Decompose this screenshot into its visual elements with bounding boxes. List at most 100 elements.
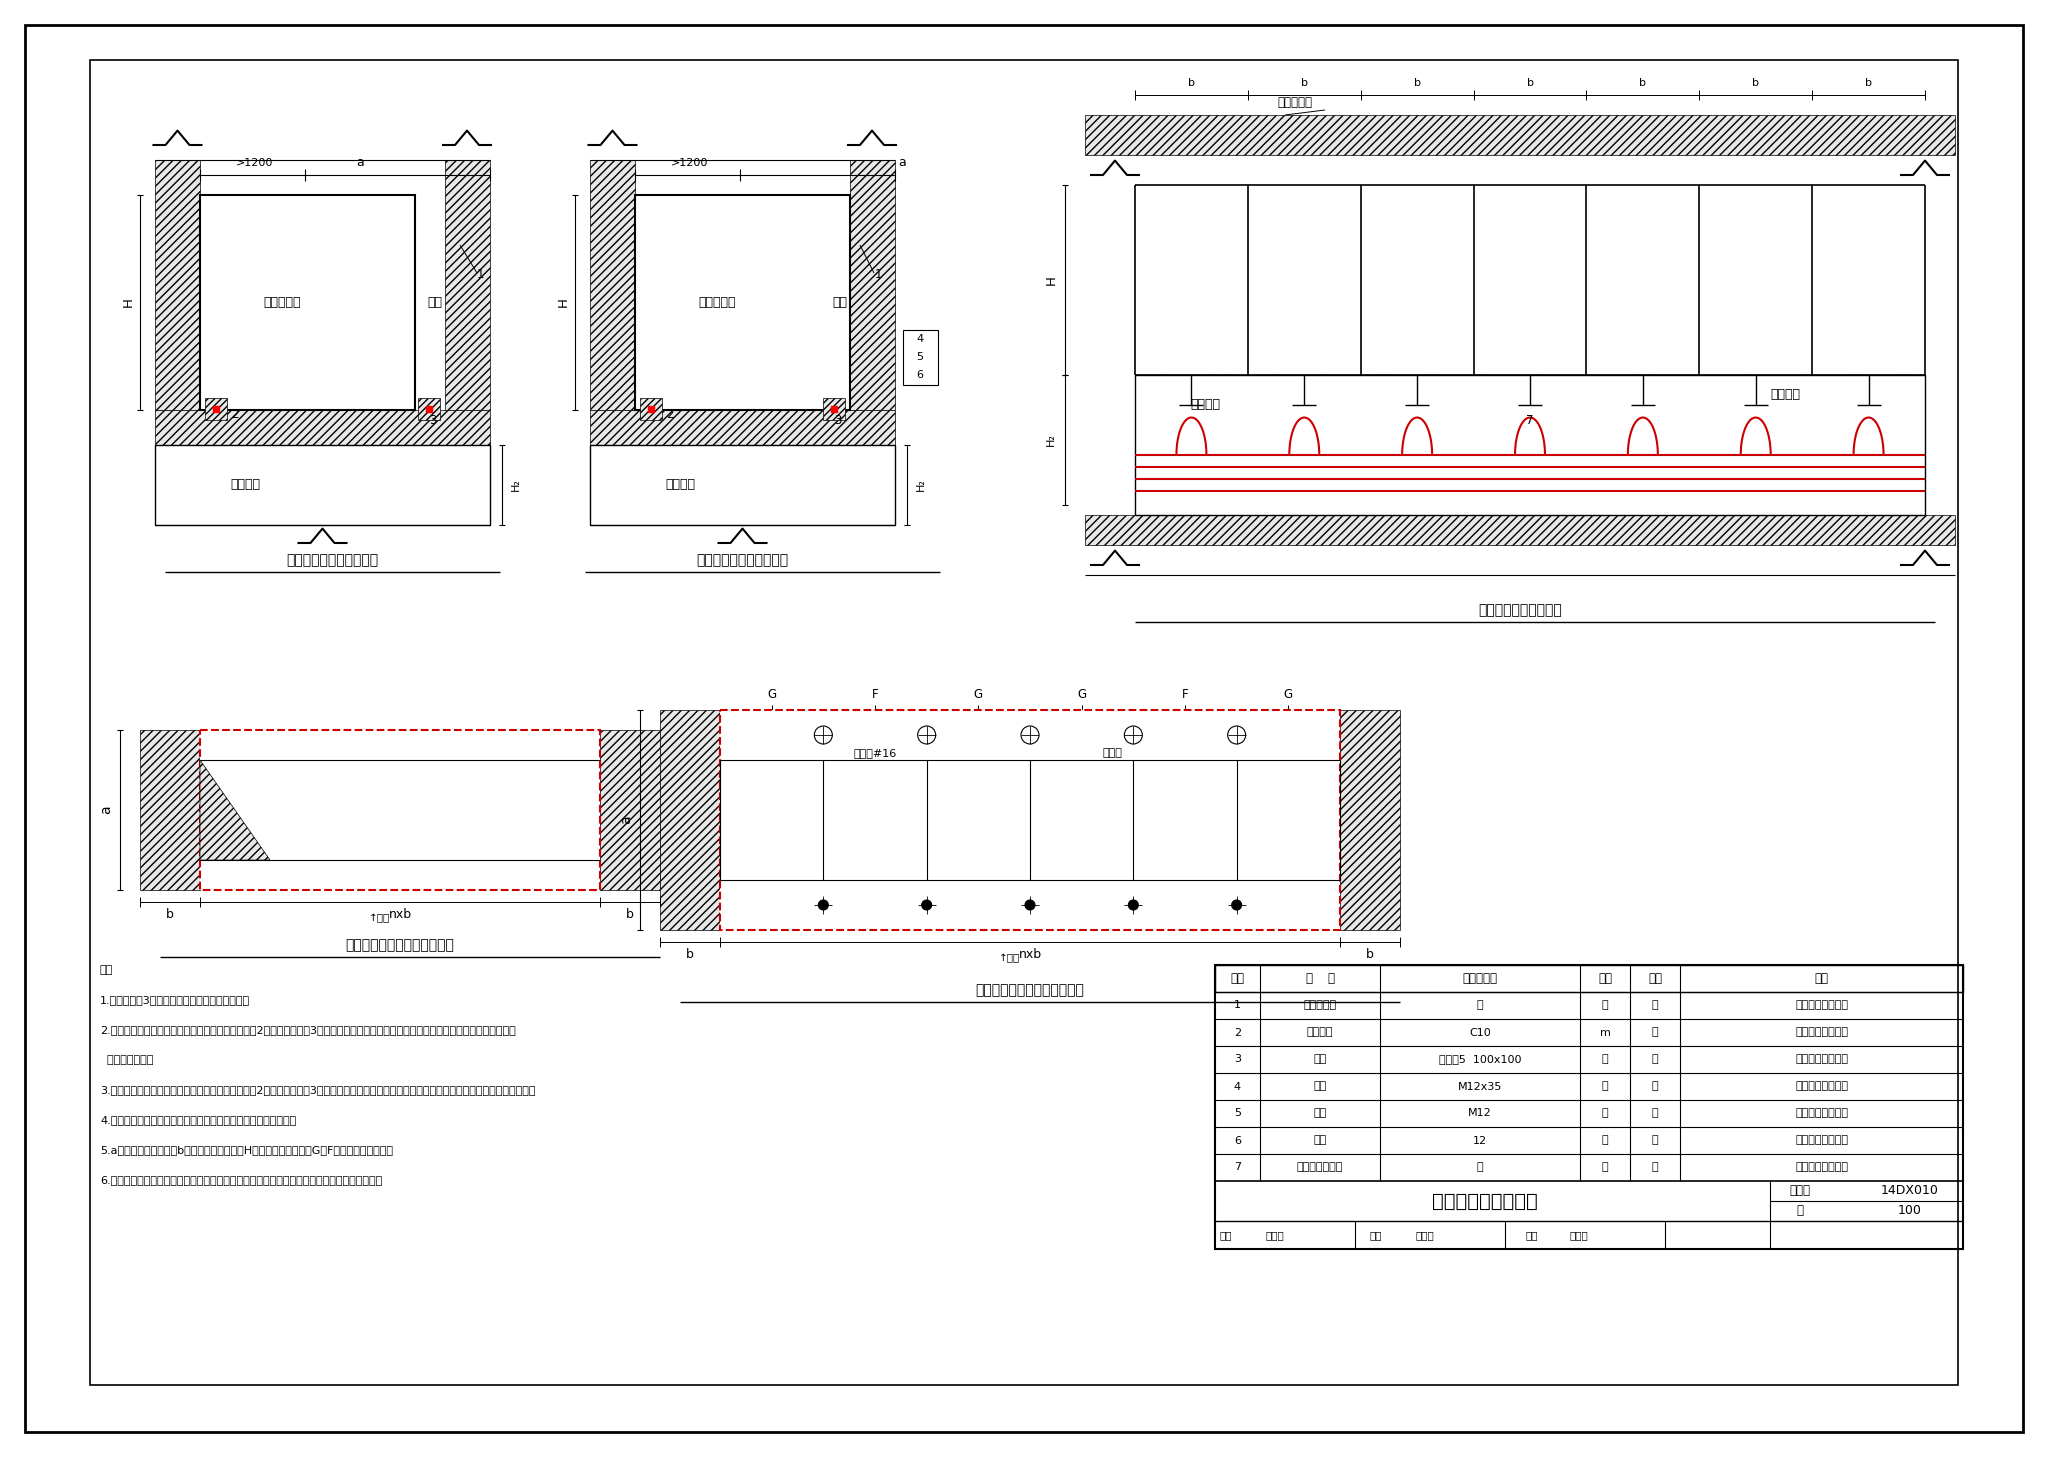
Bar <box>1339 710 1401 930</box>
Text: 2: 2 <box>1235 1027 1241 1037</box>
Text: 断续焊接固定。: 断续焊接固定。 <box>100 1055 154 1065</box>
Text: －: － <box>1651 1027 1659 1037</box>
Text: 底座槽钢: 底座槽钢 <box>1307 1027 1333 1037</box>
Text: a: a <box>356 156 365 169</box>
Circle shape <box>1024 900 1034 911</box>
Text: 2: 2 <box>231 408 240 421</box>
Bar <box>1214 965 1962 992</box>
Text: 备注: 备注 <box>1815 972 1829 985</box>
Text: 3: 3 <box>1235 1055 1241 1065</box>
Text: 型号及规格: 型号及规格 <box>1462 972 1497 985</box>
Text: F: F <box>1182 689 1188 701</box>
Text: b: b <box>627 909 635 921</box>
Text: 具体工程设计确定: 具体工程设计确定 <box>1794 1027 1847 1037</box>
Bar <box>850 160 895 409</box>
Text: 4: 4 <box>1235 1081 1241 1091</box>
Text: 个: 个 <box>1602 1081 1608 1091</box>
Text: H₂: H₂ <box>1047 434 1057 446</box>
Text: 编号: 编号 <box>1231 972 1245 985</box>
Bar <box>600 730 659 890</box>
Text: －: － <box>1651 1135 1659 1145</box>
Text: 低压配电柜固定方式: 低压配电柜固定方式 <box>1432 1192 1538 1211</box>
Text: 页: 页 <box>1796 1205 1804 1218</box>
Text: 低压配电柜: 低压配电柜 <box>1278 96 1313 109</box>
Text: b: b <box>1526 79 1534 87</box>
Text: 2: 2 <box>666 408 674 421</box>
Bar <box>659 710 721 930</box>
Text: 电缆夹层: 电缆夹层 <box>1190 399 1221 411</box>
Text: H: H <box>557 297 569 307</box>
Bar <box>139 730 201 890</box>
Text: 电缆支架及立柱: 电缆支架及立柱 <box>1296 1163 1343 1173</box>
Text: 3: 3 <box>430 414 436 427</box>
Text: 低压配电柜螺栓固定剖面: 低压配电柜螺栓固定剖面 <box>696 554 788 567</box>
Text: 1.底板（零件3）应在土建施工基础时预先埋入。: 1.底板（零件3）应在土建施工基础时预先埋入。 <box>100 995 250 1005</box>
Text: 低压配电柜: 低压配电柜 <box>1303 1001 1337 1011</box>
Text: 安装孔: 安装孔 <box>1102 747 1122 758</box>
Bar <box>590 409 895 444</box>
Text: 6: 6 <box>918 370 924 380</box>
Text: 单位: 单位 <box>1597 972 1612 985</box>
Text: M12: M12 <box>1468 1109 1491 1119</box>
Text: G: G <box>1284 689 1292 701</box>
Text: a: a <box>98 806 113 814</box>
Bar <box>590 160 635 409</box>
Text: 具体工程设计确定: 具体工程设计确定 <box>1794 1055 1847 1065</box>
Circle shape <box>819 900 827 911</box>
Bar <box>1085 514 1956 545</box>
Text: 个: 个 <box>1602 1109 1608 1119</box>
Circle shape <box>1227 726 1245 745</box>
Text: 4: 4 <box>915 334 924 344</box>
Bar <box>201 730 600 890</box>
Text: ↑柜宽: ↑柜宽 <box>999 953 1020 963</box>
Text: b: b <box>1188 79 1194 87</box>
Text: 块: 块 <box>1602 1055 1608 1065</box>
Text: H: H <box>121 297 135 307</box>
Text: 王向东: 王向东 <box>1266 1230 1284 1240</box>
Text: 5: 5 <box>1235 1109 1241 1119</box>
Text: b: b <box>686 949 694 962</box>
Text: ↑柜宽: ↑柜宽 <box>369 914 391 922</box>
Text: C10: C10 <box>1468 1027 1491 1037</box>
Circle shape <box>1124 726 1143 745</box>
Text: 具体工程设计确定: 具体工程设计确定 <box>1794 1135 1847 1145</box>
Text: >1200: >1200 <box>236 157 274 168</box>
Text: 具体工程设计确定: 具体工程设计确定 <box>1794 1001 1847 1011</box>
Text: 垫圈: 垫圈 <box>1313 1135 1327 1145</box>
Text: 低压配电柜焊接固定底座平面: 低压配电柜焊接固定底座平面 <box>346 938 455 951</box>
Circle shape <box>918 726 936 745</box>
Text: －: － <box>1651 1001 1659 1011</box>
Text: G: G <box>768 689 776 701</box>
Text: a: a <box>618 816 633 825</box>
Text: 低压配电柜: 低压配电柜 <box>262 296 301 309</box>
Text: 图集号: 图集号 <box>1790 1185 1810 1198</box>
Text: －: － <box>1651 1055 1659 1065</box>
Text: 6.低压配电柜配线电缆下出线一般采用电缆支架敷设方式，电缆支架规格由具体工程设计确定。: 6.低压配电柜配线电缆下出线一般采用电缆支架敷设方式，电缆支架规格由具体工程设计… <box>100 1174 383 1185</box>
Text: 钢板厚5  100x100: 钢板厚5 100x100 <box>1440 1055 1522 1065</box>
Text: 注：: 注： <box>100 965 113 975</box>
Bar <box>1135 374 1925 514</box>
Bar <box>590 444 895 525</box>
Bar <box>156 444 489 525</box>
Text: b: b <box>1300 79 1309 87</box>
Text: 根: 根 <box>1602 1163 1608 1173</box>
Text: 100: 100 <box>1898 1205 1921 1218</box>
Text: 沈文杰: 沈文杰 <box>1415 1230 1434 1240</box>
Text: 1: 1 <box>1235 1001 1241 1011</box>
Text: 12: 12 <box>1473 1135 1487 1145</box>
Text: 螺栓: 螺栓 <box>1313 1081 1327 1091</box>
Text: 校对: 校对 <box>1370 1230 1382 1240</box>
Circle shape <box>922 900 932 911</box>
Text: 1: 1 <box>874 268 883 281</box>
Text: 具体工程设计确定: 具体工程设计确定 <box>1794 1163 1847 1173</box>
Bar <box>721 710 1339 930</box>
Text: b: b <box>166 909 174 921</box>
Text: 具体工程设计确定: 具体工程设计确定 <box>1794 1109 1847 1119</box>
Text: 台: 台 <box>1602 1001 1608 1011</box>
Text: －: － <box>1651 1081 1659 1091</box>
Text: －: － <box>1477 1163 1483 1173</box>
Text: b: b <box>1366 949 1374 962</box>
Text: b: b <box>1866 79 1872 87</box>
Text: 低压电缆出线固定剖面: 低压电缆出线固定剖面 <box>1479 603 1563 616</box>
Text: 7: 7 <box>1526 414 1534 427</box>
